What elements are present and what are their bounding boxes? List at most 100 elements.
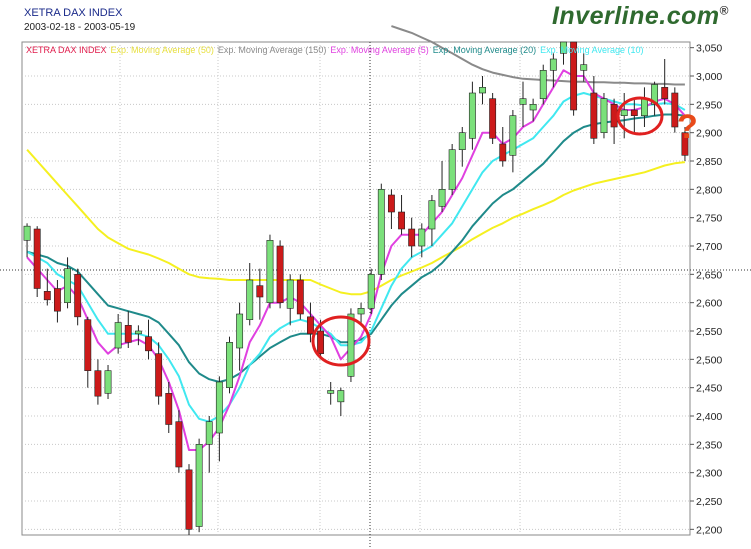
candle-body — [256, 285, 264, 298]
y-tick-label: 2,500 — [696, 354, 722, 366]
brand-part1: Inver — [551, 2, 615, 30]
candle-body — [145, 336, 152, 352]
candle-body — [661, 87, 669, 99]
candle-body — [519, 98, 527, 105]
candle-body — [286, 279, 294, 309]
candle-body — [337, 390, 345, 403]
candle-body — [479, 87, 486, 94]
candle-body — [23, 225, 31, 241]
brand-part2: line.com — [614, 2, 720, 30]
candle-body — [296, 279, 304, 315]
candle-body — [307, 316, 314, 335]
candle-body — [175, 421, 183, 468]
candle-body — [134, 330, 142, 335]
candle-body — [114, 322, 122, 349]
candle-body — [590, 92, 598, 139]
moving-average-lines — [26, 25, 686, 451]
candle-body — [620, 109, 628, 116]
candle-body — [317, 330, 325, 354]
candle-body — [104, 370, 112, 394]
candle-body — [529, 104, 537, 111]
candle-body — [570, 41, 578, 111]
candle-body — [347, 313, 355, 377]
candle-body — [539, 70, 547, 99]
candle-body — [671, 92, 679, 128]
candle-body — [124, 325, 132, 343]
chart-legend: XETRA DAX INDEX Exp. Moving Average (50) E… — [26, 45, 648, 55]
candle-body — [509, 115, 517, 156]
annotation-circles: ? — [311, 96, 698, 367]
y-tick-label: 2,800 — [696, 184, 722, 196]
candle-body — [580, 64, 588, 71]
candle-body — [458, 132, 466, 150]
y-tick-label: 2,250 — [696, 496, 722, 508]
candle-body — [327, 390, 335, 394]
highlight-circle-right — [616, 96, 664, 136]
candle-body — [438, 189, 446, 207]
candle-body — [418, 228, 426, 247]
y-tick-label: 2,850 — [696, 156, 722, 168]
candle-body — [448, 149, 456, 190]
candle-body — [428, 200, 436, 230]
candles — [23, 41, 689, 535]
candle-body — [387, 194, 395, 213]
y-tick-label: 2,450 — [696, 383, 722, 395]
candle-body — [367, 274, 375, 309]
candle-body — [74, 274, 82, 318]
candle-body — [408, 228, 416, 247]
brand-logo: Inverline.com® — [552, 2, 729, 31]
candle-body — [266, 240, 274, 303]
candle-body — [549, 58, 557, 71]
legend-item: Exp. Moving Average (150) — [217, 45, 327, 55]
candle-body — [53, 288, 61, 312]
candle-body — [236, 313, 244, 349]
chart-title: XETRA DAX INDEX — [24, 7, 123, 19]
candle-body — [165, 393, 173, 425]
y-tick-label: 2,300 — [696, 468, 722, 480]
candle-body — [215, 381, 223, 434]
candle-body — [276, 245, 284, 303]
candle-body — [600, 98, 608, 133]
candle-body — [468, 92, 476, 139]
y-tick-label: 2,750 — [696, 213, 722, 225]
candle-body — [155, 353, 163, 397]
candle-body — [33, 228, 41, 289]
candle-body — [357, 308, 365, 315]
y-tick-label: 2,900 — [696, 128, 722, 140]
y-tick-label: 2,350 — [696, 439, 722, 451]
candle-body — [246, 279, 254, 320]
candle-body — [489, 98, 497, 139]
ema-150-line — [391, 25, 685, 86]
candle-body — [185, 469, 193, 530]
ema-50-line — [26, 149, 686, 296]
y-axis: 2,200 2,250 2,300 2,350 2,400 2,450 2,500 2,550… — [690, 43, 722, 536]
candle-body — [610, 104, 618, 128]
candle-body — [560, 41, 567, 54]
candle-body — [226, 342, 233, 388]
highlight-circle-left — [311, 315, 371, 367]
y-tick-label: 2,650 — [696, 269, 722, 281]
y-tick-label: 3,050 — [696, 43, 722, 55]
candle-body — [499, 143, 507, 162]
legend-item: Exp. Moving Average (10) — [540, 45, 644, 55]
y-tick-label: 3,000 — [696, 71, 722, 83]
y-tick-label: 2,400 — [696, 411, 722, 423]
candle-body — [64, 268, 71, 303]
y-tick-label: 2,950 — [696, 99, 722, 111]
candle-body — [630, 109, 638, 116]
candle-body — [84, 319, 92, 371]
legend-item: Exp. Moving Average (50) — [110, 45, 214, 55]
legend-item: Exp. Moving Average (5) — [330, 45, 429, 55]
date-range: 2003-02-18 - 2003-05-19 — [24, 22, 136, 33]
y-tick-label: 2,200 — [696, 524, 722, 536]
grid-lines — [0, 42, 751, 549]
y-tick-label: 2,700 — [696, 241, 722, 253]
candle-body — [94, 370, 102, 397]
question-mark: ? — [677, 108, 698, 146]
y-tick-label: 2,600 — [696, 298, 722, 310]
candle-body — [681, 132, 689, 156]
legend-item: XETRA DAX INDEX — [26, 45, 107, 55]
candle-body — [398, 211, 405, 230]
plot-frame — [21, 41, 691, 536]
